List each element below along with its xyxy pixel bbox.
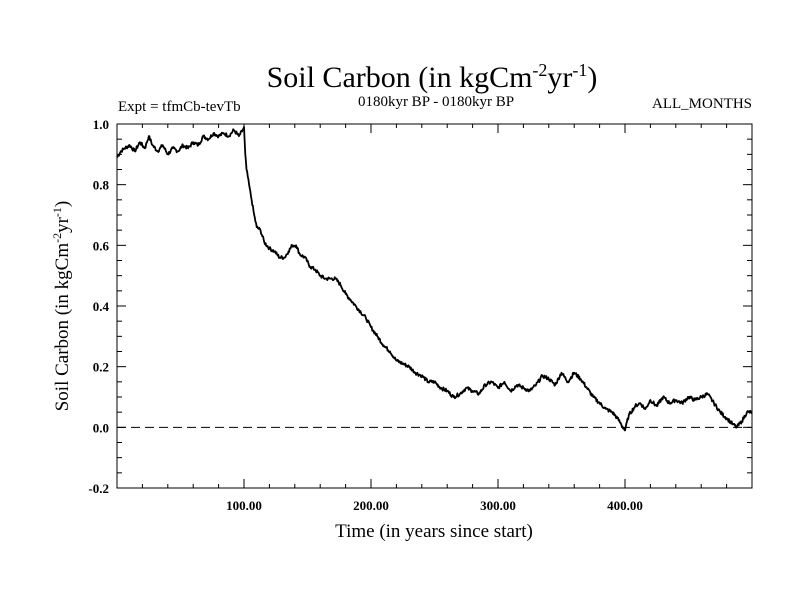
subtitle-period: 0180kyr BP - 0180kyr BP — [358, 94, 514, 110]
series-line-soil-carbon — [116, 126, 753, 432]
y-tick-label: 0.8 — [93, 178, 110, 193]
x-tick-label: 300.00 — [480, 498, 516, 513]
subtitle-months: ALL_MONTHS — [652, 96, 752, 112]
x-axis-title: Time (in years since start) — [335, 521, 533, 542]
y-tick-label: 1.0 — [93, 117, 109, 132]
x-tick-label: 400.00 — [607, 498, 643, 513]
y-tick-label: 0.4 — [93, 299, 110, 314]
minor-ticks — [117, 124, 752, 488]
y-tick-label: 0.6 — [93, 238, 110, 253]
y-axis-title: Soil Carbon (in kgCm-2yr-1) — [50, 201, 73, 412]
y-tick-label: 0.2 — [93, 360, 109, 375]
plot-frame — [116, 123, 753, 489]
x-tick-label: 100.00 — [226, 498, 262, 513]
series-group — [116, 126, 753, 432]
y-tick-label: -0.2 — [88, 481, 109, 496]
chart-title: Soil Carbon (in kgCm-2yr-1) — [267, 60, 598, 94]
y-tick-label: 0.0 — [93, 420, 109, 435]
x-axis: 100.00 200.00 300.00 400.00 — [226, 124, 643, 513]
y-axis: -0.2 0.0 0.2 0.4 0.6 0.8 1.0 — [88, 117, 752, 496]
subtitle-experiment: Expt = tfmCb-tevTb — [118, 99, 241, 115]
x-tick-label: 200.00 — [353, 498, 389, 513]
